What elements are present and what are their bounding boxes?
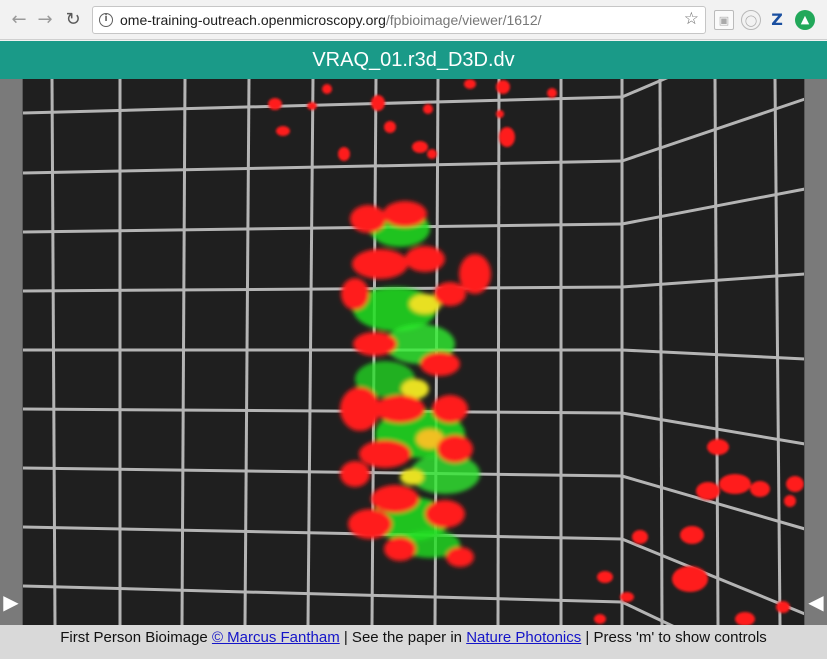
url-host: ome-training-outreach.openmicroscopy.org [120, 12, 386, 28]
upload-extension-icon[interactable]: ▲ [795, 10, 815, 30]
browser-toolbar: ← → ↻ i ome-training-outreach.openmicros… [0, 0, 827, 40]
address-bar[interactable]: i ome-training-outreach.openmicroscopy.o… [92, 6, 706, 34]
viewer-header: VRAQ_01.r3d_D3D.dv [0, 41, 827, 79]
zotero-z-icon[interactable]: Z [771, 10, 783, 29]
right-side-panel: ◀ [804, 79, 827, 625]
page-title: VRAQ_01.r3d_D3D.dv [312, 49, 515, 71]
back-arrow-icon[interactable]: ← [11, 9, 27, 30]
red-puncta [268, 79, 804, 625]
left-side-panel: ▶ [0, 79, 23, 625]
cell-volume [340, 201, 491, 567]
bookmark-star-icon[interactable]: ☆ [683, 9, 699, 29]
grid-lines [0, 79, 806, 625]
ring-extension-icon[interactable]: ◯ [741, 10, 761, 30]
right-arrow-icon[interactable]: ◀ [808, 590, 824, 614]
forward-arrow-icon[interactable]: → [37, 9, 53, 30]
left-arrow-icon[interactable]: ▶ [3, 590, 19, 614]
footer-prefix: First Person Bioimage [60, 629, 212, 646]
footer-middle: | See the paper in [339, 629, 467, 646]
bioimage-3d-viewport[interactable]: ▶ ◀ [0, 79, 827, 625]
reload-icon[interactable]: ↻ [65, 9, 81, 30]
author-link[interactable]: © Marcus Fantham [211, 629, 340, 646]
screenshot-extension-icon[interactable]: ▣ [714, 10, 734, 30]
info-icon[interactable]: i [99, 13, 113, 27]
footer-suffix: | Press 'm' to show controls [581, 629, 767, 646]
paper-link[interactable]: Nature Photonics [466, 629, 582, 646]
volume-render [0, 79, 806, 625]
url-path: /fpbioimage/viewer/1612/ [385, 12, 542, 28]
url-text[interactable]: ome-training-outreach.openmicroscopy.org… [120, 12, 542, 28]
footer: First Person Bioimage © Marcus Fantham |… [0, 625, 827, 659]
